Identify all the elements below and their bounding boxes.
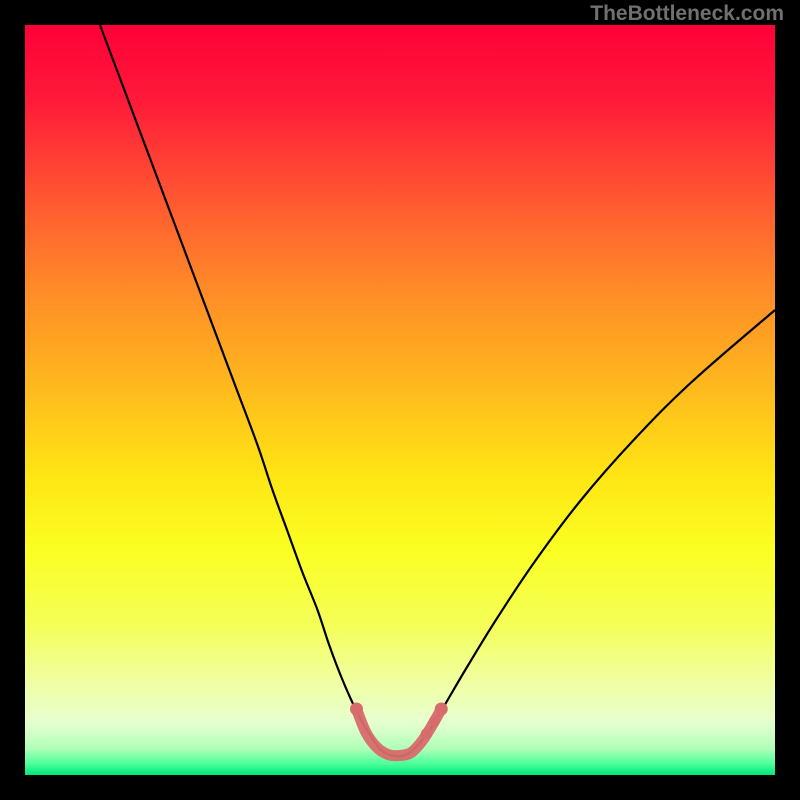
band-marker [429,716,440,727]
band-marker [421,728,432,739]
chart-container: TheBottleneck.com [0,0,800,800]
band-marker [435,703,448,716]
band-marker [350,703,363,716]
watermark-text: TheBottleneck.com [590,2,784,26]
bottleneck-chart [0,0,800,800]
